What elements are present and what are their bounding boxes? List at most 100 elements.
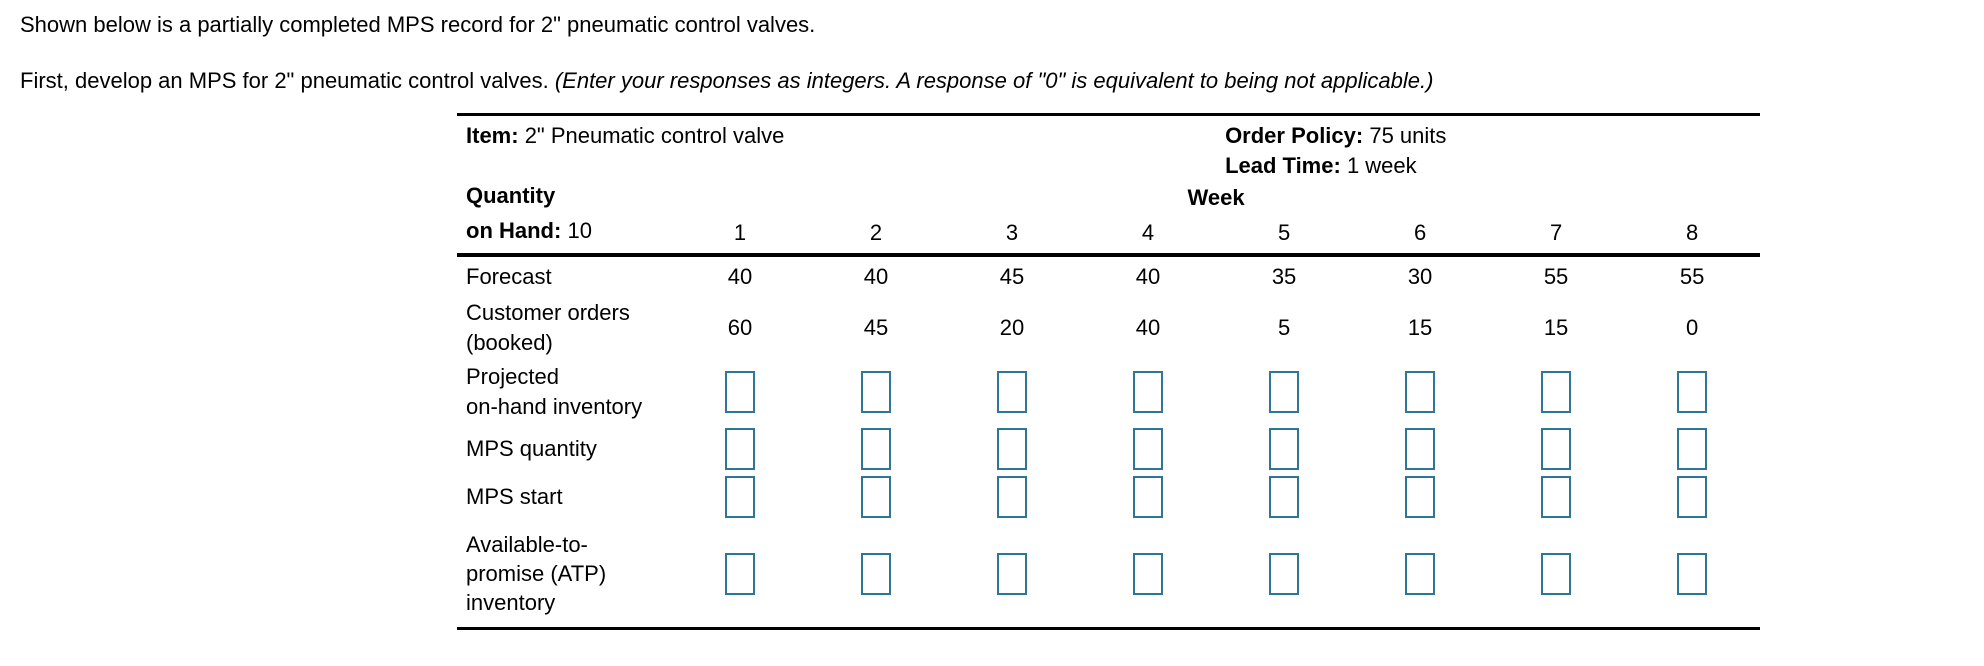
projected-label-line2: on-hand inventory bbox=[466, 393, 643, 419]
mps-quantity-cell-w5 bbox=[1216, 425, 1352, 473]
week-number-8: 8 bbox=[1624, 210, 1761, 257]
projected-label-line1: Projected bbox=[466, 364, 559, 390]
quantity-on-hand-label-line1: Quantity bbox=[457, 181, 672, 211]
projected-cell-w6 bbox=[1352, 359, 1488, 425]
instruction-line-1: Shown below is a partially completed MPS… bbox=[20, 12, 816, 37]
mps-quantity-cell-w2 bbox=[808, 425, 944, 473]
mps-quantity-input-w8[interactable] bbox=[1677, 427, 1708, 470]
mps-quantity-cell-w4 bbox=[1080, 425, 1216, 473]
forecast-value-w7: 55 bbox=[1543, 263, 1569, 289]
forecast-row: Forecast 40 40 45 40 35 30 55 55 bbox=[457, 255, 1760, 297]
projected-inventory-input-w4[interactable] bbox=[1133, 370, 1164, 413]
atp-cell-w6 bbox=[1352, 520, 1489, 630]
atp-cell-w4 bbox=[1080, 520, 1217, 630]
mps-quantity-input-w1[interactable] bbox=[725, 427, 755, 470]
atp-cell-w3 bbox=[944, 520, 1080, 630]
lead-time-row: Lead Time: 1 week bbox=[457, 151, 1760, 181]
customer-orders-row: Customer orders (booked) 60 45 20 40 5 15… bbox=[457, 297, 1760, 359]
projected-cell-w7 bbox=[1488, 359, 1624, 425]
projected-cell-w8 bbox=[1624, 359, 1760, 425]
empty-cell bbox=[457, 151, 1216, 181]
projected-cell-w3 bbox=[944, 359, 1080, 425]
customer-orders-value-w2: 45 bbox=[863, 314, 889, 340]
mps-start-input-w6[interactable] bbox=[1405, 475, 1436, 518]
projected-inventory-input-w5[interactable] bbox=[1269, 370, 1300, 413]
mps-quantity-input-w6[interactable] bbox=[1405, 427, 1436, 470]
projected-inventory-input-w2[interactable] bbox=[861, 370, 891, 413]
mps-start-input-w4[interactable] bbox=[1133, 475, 1164, 518]
mps-start-cell-w2 bbox=[808, 473, 944, 521]
week-number-3: 3 bbox=[944, 210, 1080, 257]
mps-quantity-input-w5[interactable] bbox=[1269, 427, 1300, 470]
lead-time-label: Lead Time: bbox=[1225, 153, 1341, 179]
mps-start-input-w7[interactable] bbox=[1541, 475, 1572, 518]
item-row: Item: 2" Pneumatic control valve Order P… bbox=[457, 115, 1760, 151]
projected-inventory-input-w1[interactable] bbox=[725, 370, 755, 413]
atp-inventory-input-w8[interactable] bbox=[1677, 552, 1708, 595]
mps-start-input-w2[interactable] bbox=[861, 475, 891, 518]
projected-inventory-input-w8[interactable] bbox=[1677, 370, 1708, 413]
mps-start-cell-w6 bbox=[1352, 473, 1488, 521]
mps-start-cell-w1 bbox=[672, 473, 808, 521]
projected-inventory-input-w7[interactable] bbox=[1541, 370, 1572, 413]
lead-time-cell: Lead Time: 1 week bbox=[1216, 151, 1760, 181]
atp-inventory-input-w6[interactable] bbox=[1405, 552, 1436, 595]
forecast-value-w1: 40 bbox=[727, 263, 753, 289]
week-number-6: 6 bbox=[1352, 210, 1489, 257]
quantity-on-hand-label-line2: on Hand: 10 bbox=[457, 210, 672, 257]
mps-quantity-input-w3[interactable] bbox=[997, 427, 1027, 470]
instruction-line-2-text: First, develop an MPS for 2" pneumatic c… bbox=[20, 68, 555, 93]
week-numbers-row: on Hand: 10 1 2 3 4 5 6 7 8 bbox=[457, 210, 1761, 257]
week-number-2: 2 bbox=[808, 210, 944, 257]
mps-quantity-input-w2[interactable] bbox=[861, 427, 891, 470]
mps-start-input-w8[interactable] bbox=[1677, 475, 1708, 518]
forecast-value-w6: 30 bbox=[1407, 263, 1433, 289]
item-value: 2" Pneumatic control valve bbox=[524, 123, 785, 149]
atp-inventory-input-w4[interactable] bbox=[1133, 552, 1164, 595]
mps-start-input-w3[interactable] bbox=[997, 475, 1027, 518]
atp-cell-w1 bbox=[672, 520, 808, 630]
projected-inventory-input-w3[interactable] bbox=[997, 370, 1027, 413]
mps-quantity-cell-w6 bbox=[1352, 425, 1488, 473]
projected-cell-w4 bbox=[1080, 359, 1216, 425]
order-policy-value: 75 units bbox=[1369, 123, 1447, 149]
atp-cell-w7 bbox=[1488, 520, 1625, 630]
forecast-value-w2: 40 bbox=[863, 263, 889, 289]
customer-orders-value-w5: 5 bbox=[1277, 314, 1291, 340]
mps-quantity-cell-w1 bbox=[672, 425, 808, 473]
instruction-line-2-note: (Enter your responses as integers. A res… bbox=[554, 68, 1434, 93]
mps-start-input-w1[interactable] bbox=[725, 475, 755, 518]
item-label: Item: bbox=[466, 123, 519, 149]
order-policy-cell: Order Policy: 75 units bbox=[1216, 115, 1760, 151]
forecast-value-w5: 35 bbox=[1271, 263, 1297, 289]
forecast-value-w3: 45 bbox=[999, 263, 1025, 289]
customer-orders-value-w3: 20 bbox=[999, 314, 1025, 340]
atp-inventory-input-w2[interactable] bbox=[861, 552, 891, 595]
mps-start-cell-w5 bbox=[1216, 473, 1352, 521]
mps-quantity-input-w7[interactable] bbox=[1541, 427, 1572, 470]
projected-cell-w5 bbox=[1216, 359, 1352, 425]
atp-cell-w2 bbox=[808, 520, 944, 630]
atp-inventory-row: Available-to-promise (ATP) inventory bbox=[457, 520, 1761, 630]
atp-label-line3: inventory bbox=[466, 590, 556, 616]
mps-start-label-text: MPS start bbox=[466, 483, 563, 509]
projected-inventory-input-w6[interactable] bbox=[1405, 370, 1436, 413]
mps-quantity-input-w4[interactable] bbox=[1133, 427, 1164, 470]
atp-inventory-input-w3[interactable] bbox=[997, 552, 1027, 595]
mps-quantity-cell-w3 bbox=[944, 425, 1080, 473]
projected-cell-w2 bbox=[808, 359, 944, 425]
row-label-mps-start: MPS start bbox=[457, 473, 672, 521]
atp-inventory-input-w1[interactable] bbox=[725, 552, 755, 595]
quantity-on-hand-value: 10 bbox=[567, 218, 592, 244]
instruction-line-2: First, develop an MPS for 2" pneumatic c… bbox=[20, 68, 1984, 94]
customer-orders-value-w8: 0 bbox=[1685, 314, 1699, 340]
atp-inventory-input-w7[interactable] bbox=[1541, 552, 1572, 595]
atp-label-line2: promise (ATP) bbox=[466, 561, 607, 587]
atp-inventory-input-w5[interactable] bbox=[1269, 552, 1300, 595]
week-header-label: Week bbox=[1187, 184, 1245, 210]
mps-start-input-w5[interactable] bbox=[1269, 475, 1300, 518]
forecast-label-text: Forecast bbox=[466, 263, 552, 289]
customer-orders-value-w7: 15 bbox=[1543, 314, 1569, 340]
on-hand-label-text: on Hand: bbox=[466, 218, 562, 244]
customer-orders-value-w4: 40 bbox=[1135, 314, 1161, 340]
